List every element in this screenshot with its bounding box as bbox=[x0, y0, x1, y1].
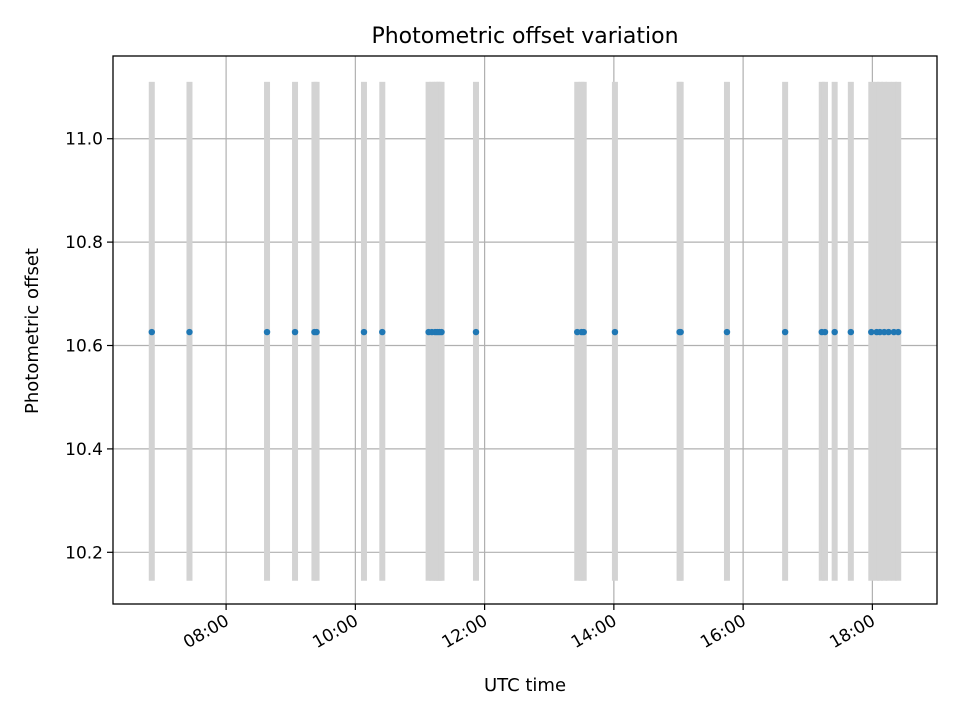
data-point bbox=[781, 328, 789, 336]
y-axis-ticks: 10.2 10.4 10.6 10.8 11.0 bbox=[65, 130, 113, 563]
chart-title: Photometric offset variation bbox=[371, 24, 678, 49]
data-point bbox=[291, 328, 299, 336]
data-point bbox=[677, 328, 684, 336]
y-tick-label: 10.6 bbox=[65, 337, 103, 357]
data-point bbox=[831, 328, 838, 336]
data-point bbox=[821, 328, 829, 336]
y-axis-label: Photometric offset bbox=[22, 248, 43, 414]
data-point bbox=[263, 328, 271, 336]
x-axis-label: UTC time bbox=[484, 675, 566, 696]
plot-frame bbox=[112, 55, 938, 605]
data-point bbox=[186, 328, 193, 336]
y-tick-label: 10.2 bbox=[65, 543, 103, 563]
y-tick-label: 10.8 bbox=[65, 233, 103, 253]
data-point bbox=[313, 328, 320, 336]
data-point bbox=[611, 328, 619, 336]
data-point bbox=[847, 328, 855, 336]
y-tick-label: 10.4 bbox=[65, 440, 103, 460]
data-point bbox=[472, 328, 480, 336]
data-point bbox=[148, 328, 155, 336]
data-points bbox=[148, 328, 902, 336]
data-point bbox=[360, 328, 368, 336]
y-tick-label: 11.0 bbox=[65, 130, 103, 150]
data-point bbox=[379, 328, 386, 336]
data-point bbox=[895, 328, 902, 336]
data-point bbox=[885, 328, 892, 336]
data-point bbox=[580, 328, 587, 336]
grid-lines bbox=[113, 56, 937, 604]
data-point bbox=[868, 328, 875, 336]
data-point bbox=[438, 328, 445, 336]
data-point bbox=[723, 328, 731, 336]
